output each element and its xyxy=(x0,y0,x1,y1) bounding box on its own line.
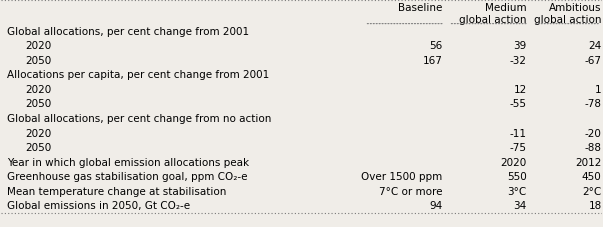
Text: 34: 34 xyxy=(513,200,526,210)
Text: 2020: 2020 xyxy=(500,157,526,167)
Text: 94: 94 xyxy=(429,200,443,210)
Text: Allocations per capita, per cent change from 2001: Allocations per capita, per cent change … xyxy=(7,70,270,80)
Text: Baseline: Baseline xyxy=(398,3,443,13)
Text: Global allocations, per cent change from 2001: Global allocations, per cent change from… xyxy=(7,27,250,37)
Text: Greenhouse gas stabilisation goal, ppm CO₂-e: Greenhouse gas stabilisation goal, ppm C… xyxy=(7,171,248,181)
Text: 2020: 2020 xyxy=(25,85,52,94)
Text: Global emissions in 2050, Gt CO₂-e: Global emissions in 2050, Gt CO₂-e xyxy=(7,200,191,210)
Text: -78: -78 xyxy=(585,99,602,109)
Text: 12: 12 xyxy=(513,85,526,94)
Text: -88: -88 xyxy=(585,142,602,152)
Text: 167: 167 xyxy=(423,56,443,66)
Text: 2050: 2050 xyxy=(25,142,52,152)
Text: Mean temperature change at stabilisation: Mean temperature change at stabilisation xyxy=(7,186,227,196)
Text: Global allocations, per cent change from no action: Global allocations, per cent change from… xyxy=(7,114,272,123)
Text: Over 1500 ppm: Over 1500 ppm xyxy=(361,171,443,181)
Text: Ambitious
global action: Ambitious global action xyxy=(534,3,602,25)
Text: 450: 450 xyxy=(582,171,602,181)
Text: 7°C or more: 7°C or more xyxy=(379,186,443,196)
Text: 1: 1 xyxy=(595,85,602,94)
Text: 2020: 2020 xyxy=(25,41,52,51)
Text: -11: -11 xyxy=(510,128,526,138)
Text: 39: 39 xyxy=(513,41,526,51)
Text: 2°C: 2°C xyxy=(582,186,602,196)
Text: 56: 56 xyxy=(429,41,443,51)
Text: 18: 18 xyxy=(589,200,602,210)
Text: 3°C: 3°C xyxy=(507,186,526,196)
Text: 24: 24 xyxy=(589,41,602,51)
Text: 550: 550 xyxy=(507,171,526,181)
Text: -67: -67 xyxy=(585,56,602,66)
Text: 2012: 2012 xyxy=(575,157,602,167)
Text: 2050: 2050 xyxy=(25,99,52,109)
Text: -75: -75 xyxy=(510,142,526,152)
Text: 2050: 2050 xyxy=(25,56,52,66)
Text: 2020: 2020 xyxy=(25,128,52,138)
Text: Medium
global action: Medium global action xyxy=(459,3,526,25)
Text: -55: -55 xyxy=(510,99,526,109)
Text: Year in which global emission allocations peak: Year in which global emission allocation… xyxy=(7,157,250,167)
Text: -20: -20 xyxy=(585,128,602,138)
Text: -32: -32 xyxy=(510,56,526,66)
